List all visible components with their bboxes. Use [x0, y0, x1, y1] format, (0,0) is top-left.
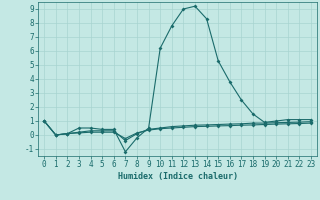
X-axis label: Humidex (Indice chaleur): Humidex (Indice chaleur) — [118, 172, 238, 181]
